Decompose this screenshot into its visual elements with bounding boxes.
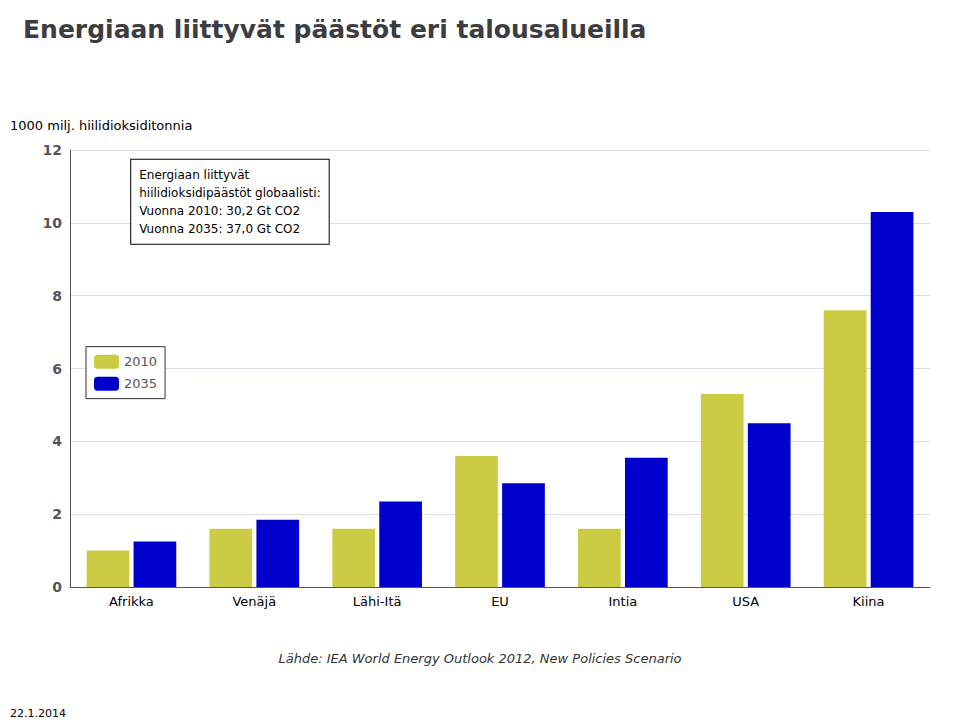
svg-text:Energiaan liittyvät päästöt er: Energiaan liittyvät päästöt eri talousal…: [23, 15, 646, 44]
svg-text:6: 6: [52, 361, 62, 377]
svg-text:Kiina: Kiina: [853, 594, 885, 609]
svg-text:1000 milj. hiilidioksiditonnia: 1000 milj. hiilidioksiditonnia: [10, 118, 192, 133]
svg-text:USA: USA: [732, 594, 759, 609]
svg-text:Intia: Intia: [608, 594, 637, 609]
svg-text:Lähi-Itä: Lähi-Itä: [353, 594, 402, 609]
svg-text:Venäjä: Venäjä: [232, 594, 276, 609]
svg-text:Vuonna 2035: 37,0 Gt CO2: Vuonna 2035: 37,0 Gt CO2: [139, 222, 300, 236]
svg-text:10: 10: [43, 215, 63, 231]
svg-text:22.1.2014: 22.1.2014: [10, 707, 66, 720]
svg-text:12: 12: [43, 142, 62, 158]
svg-text:hiilidioksidipäästöt globaalis: hiilidioksidipäästöt globaalisti:: [139, 186, 320, 200]
svg-text:EU: EU: [491, 594, 509, 609]
svg-text:Vuonna 2010: 30,2 Gt CO2: Vuonna 2010: 30,2 Gt CO2: [139, 204, 300, 218]
svg-text:Afrikka: Afrikka: [109, 594, 154, 609]
svg-text:2035: 2035: [124, 376, 157, 391]
svg-text:8: 8: [52, 288, 62, 304]
svg-text:2: 2: [52, 506, 62, 522]
svg-text:2010: 2010: [124, 354, 157, 369]
svg-text:0: 0: [52, 579, 62, 595]
svg-text:4: 4: [52, 433, 62, 449]
svg-text:Energiaan liittyvät: Energiaan liittyvät: [139, 168, 249, 182]
svg-text:Lähde: IEA World Energy Outloo: Lähde: IEA World Energy Outlook 2012, Ne…: [278, 651, 681, 666]
